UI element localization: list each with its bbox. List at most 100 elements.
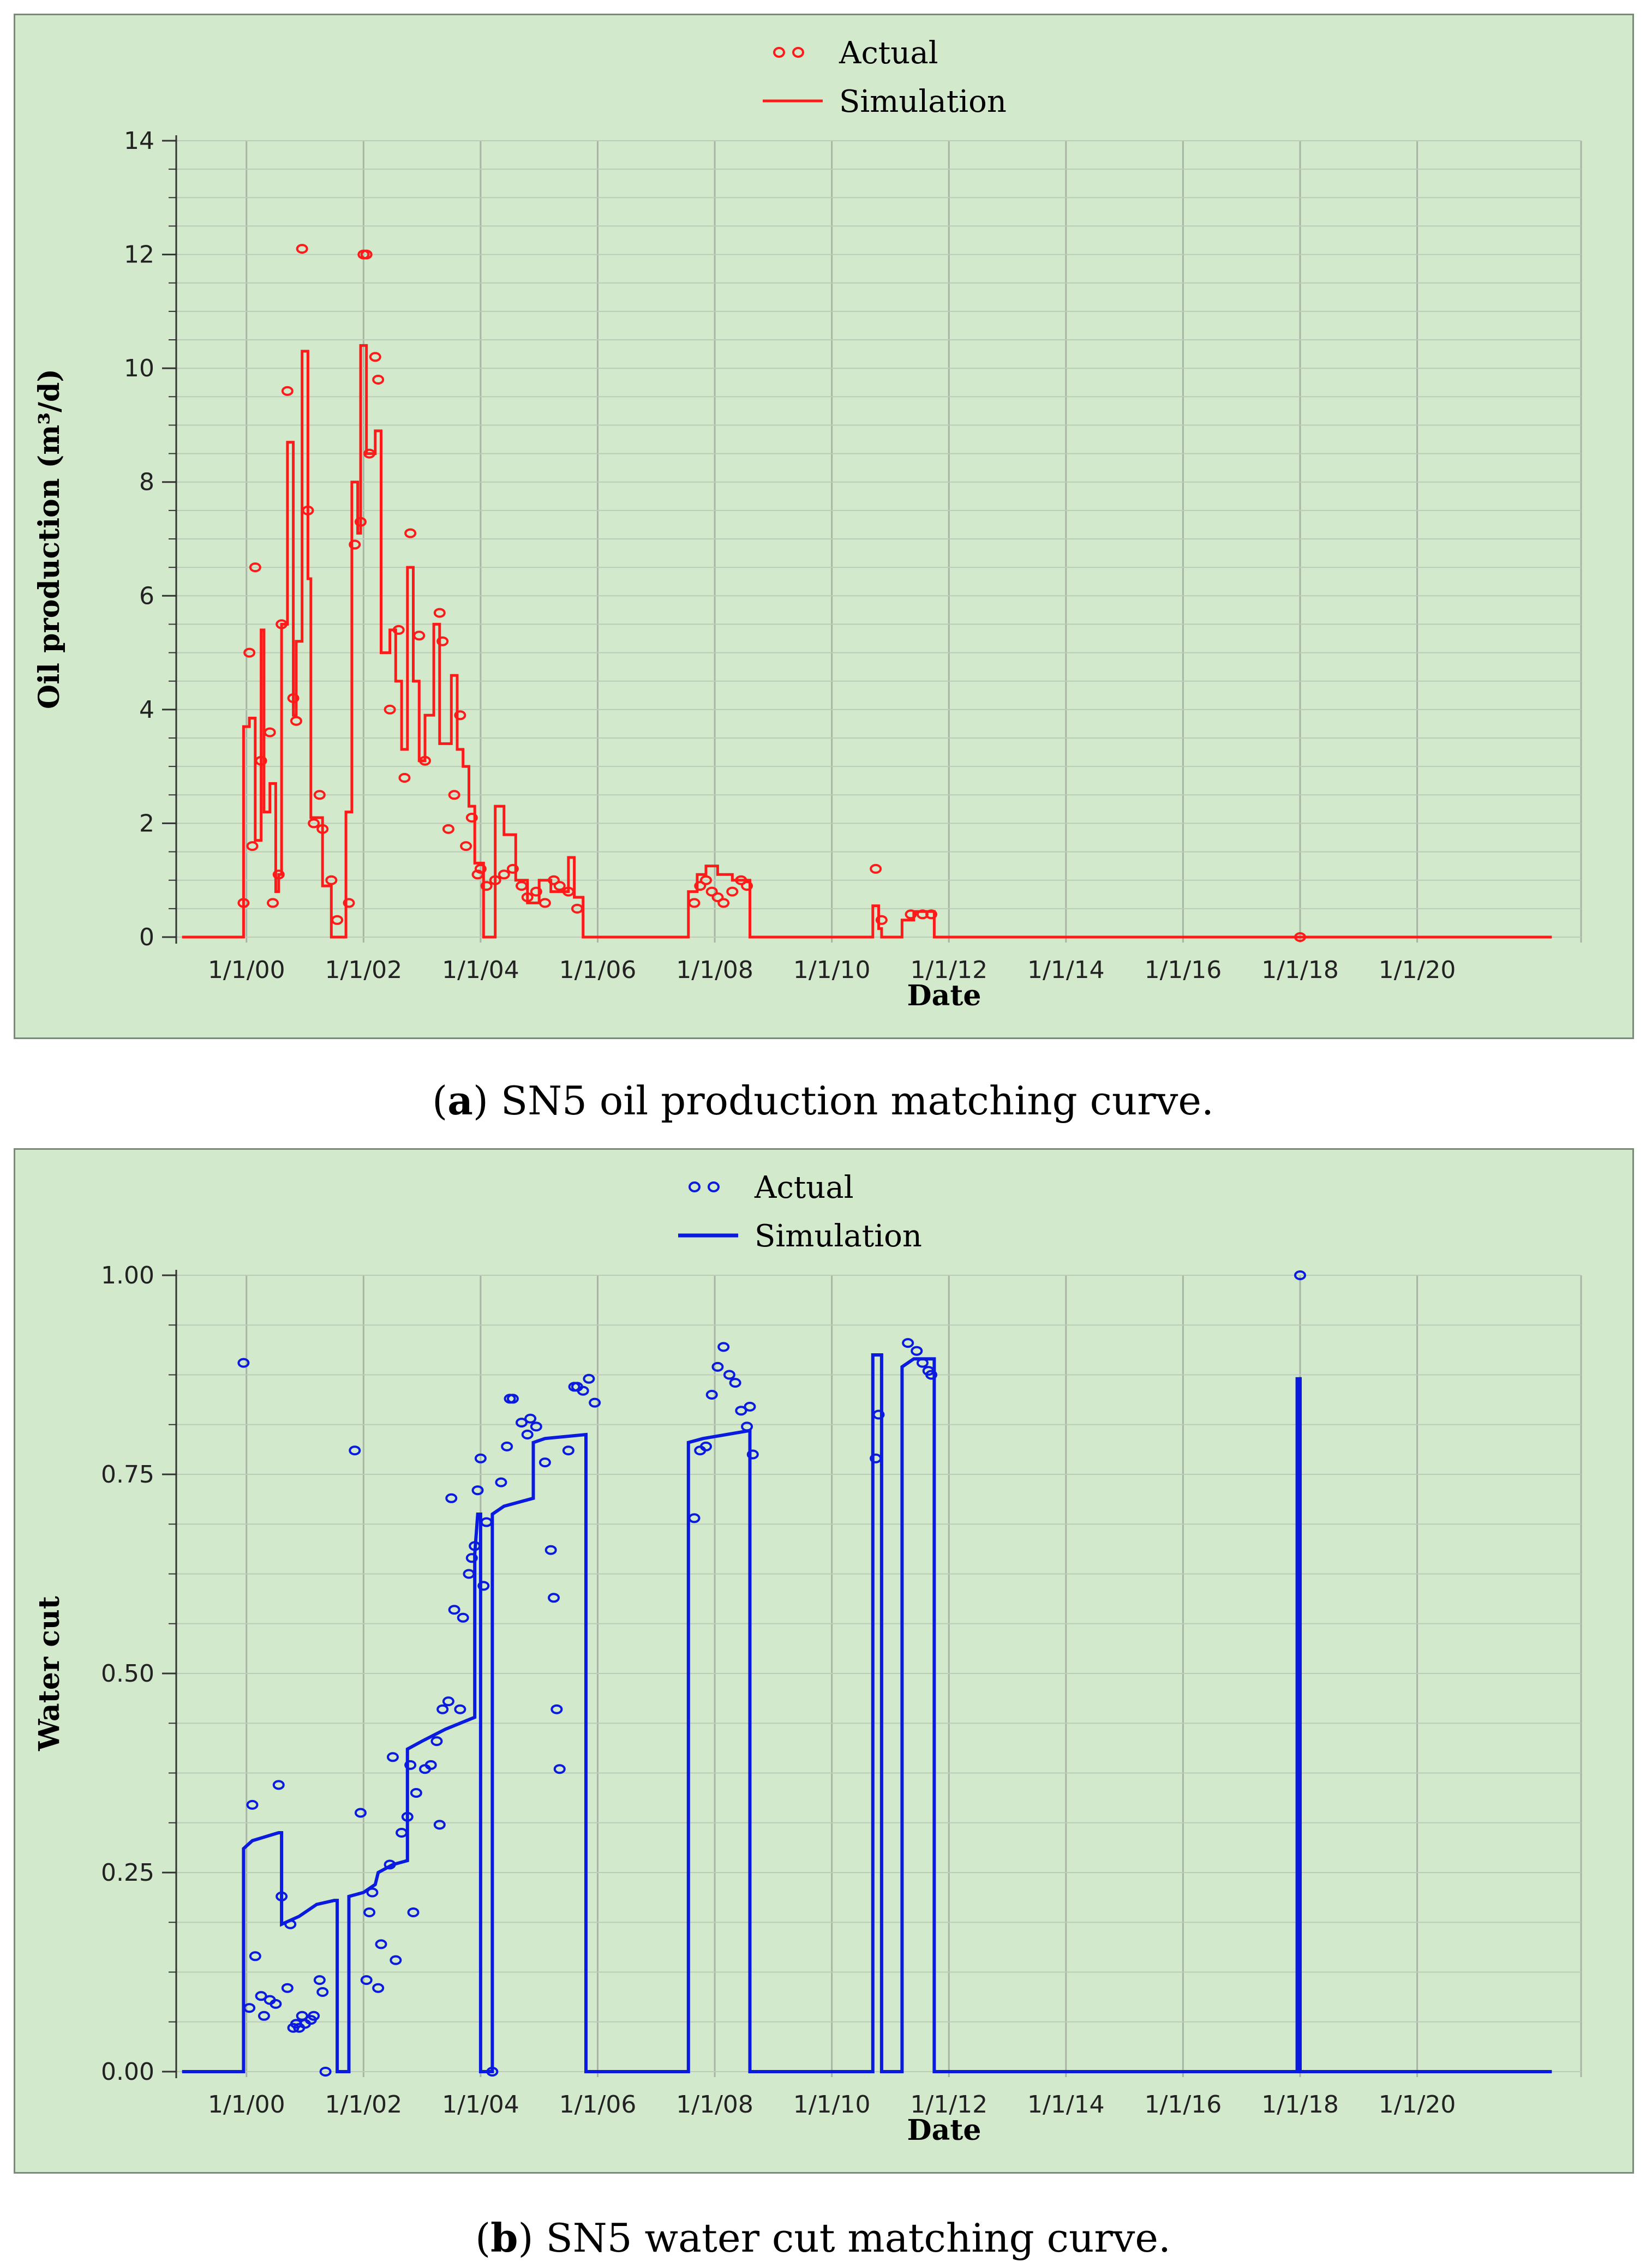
actual-data-point (392, 625, 405, 635)
actual-data-point (699, 1441, 712, 1451)
actual-data-point (746, 1449, 759, 1460)
actual-data-point (384, 1859, 396, 1870)
actual-data-point (272, 869, 285, 880)
caption-oil-text: SN5 oil production matching curve. (500, 1078, 1214, 1124)
x-axis-title: Date (907, 979, 981, 1012)
actual-data-point (410, 1788, 422, 1798)
actual-data-point (246, 1799, 259, 1810)
actual-data-point (369, 352, 381, 362)
actual-data-point (553, 1764, 566, 1774)
actual-data-point (316, 824, 329, 834)
actual-data-point (255, 755, 267, 766)
legend-actual-marker (708, 1181, 720, 1192)
y-tick-label: 4 (139, 696, 154, 724)
actual-data-point (384, 704, 396, 715)
actual-data-point (396, 1828, 408, 1838)
actual-data-point (875, 915, 888, 925)
simulation-series-line (182, 1353, 1552, 2073)
x-tick-label: 1/1/20 (1379, 956, 1456, 984)
actual-data-point (583, 1373, 595, 1384)
actual-data-point (372, 1983, 385, 1993)
actual-data-point (530, 886, 542, 897)
x-tick-label: 1/1/06 (559, 2091, 637, 2119)
actual-data-point (705, 1390, 718, 1400)
actual-data-point (925, 909, 938, 920)
actual-data-point (465, 1553, 478, 1563)
x-tick-label: 1/1/16 (1145, 956, 1222, 984)
x-tick-label: 1/1/14 (1027, 956, 1105, 984)
actual-data-point (442, 824, 454, 834)
caption-oil-label: a (447, 1077, 473, 1124)
actual-data-point (548, 1593, 560, 1603)
y-axis-title: Oil production (m³/d) (33, 369, 66, 709)
legend-simulation-label: Simulation (839, 84, 1007, 119)
y-tick-label: 0.50 (101, 1660, 154, 1688)
actual-data-point (688, 1513, 701, 1523)
x-tick-label: 1/1/04 (442, 2091, 519, 2119)
actual-data-point (486, 2067, 499, 2077)
actual-data-point (562, 1445, 574, 1456)
actual-data-point (281, 386, 294, 396)
actual-data-point (281, 1983, 294, 1993)
actual-data-point (711, 892, 724, 902)
actual-data-point (433, 1820, 446, 1830)
actual-data-point (454, 710, 466, 721)
actual-data-point (489, 875, 501, 885)
y-tick-label: 0.00 (101, 2058, 154, 2086)
actual-data-point (577, 1385, 589, 1396)
x-tick-label: 1/1/10 (793, 956, 871, 984)
y-tick-label: 6 (139, 582, 154, 610)
actual-data-point (460, 841, 472, 851)
actual-data-point (372, 375, 385, 385)
actual-data-point (723, 1370, 735, 1380)
actual-data-point (538, 898, 551, 908)
x-tick-label: 1/1/08 (676, 956, 753, 984)
actual-data-point (694, 881, 707, 891)
actual-data-point (550, 1704, 563, 1714)
actual-data-point (302, 505, 314, 515)
actual-data-point (562, 886, 574, 897)
actual-data-point (276, 619, 288, 629)
caption-water-cut-label: b (490, 2215, 518, 2261)
legend-actual-marker (773, 47, 785, 58)
x-tick-label: 1/1/18 (1261, 956, 1339, 984)
actual-data-point (495, 1477, 507, 1487)
x-tick-label: 1/1/12 (910, 2091, 987, 2119)
actual-data-point (331, 915, 344, 925)
actual-data-point (375, 1939, 387, 1949)
actual-data-point (501, 1441, 513, 1451)
actual-data-point (319, 2067, 332, 2077)
actual-data-point (905, 909, 917, 920)
x-axis: 1/1/00 1/1/02 1/1/04 1/1/06 1/1/08 1/1/10 1/1/… (208, 956, 1456, 984)
actual-data-point (530, 1421, 542, 1432)
x-tick-label: 1/1/12 (910, 956, 987, 984)
x-tick-label: 1/1/16 (1145, 2091, 1222, 2119)
actual-data-point (313, 1975, 326, 1985)
actual-data-point (401, 1811, 414, 1822)
actual-data-point (313, 790, 326, 800)
actual-data-point (270, 1999, 282, 2009)
actual-data-point (436, 636, 449, 646)
x-tick-label: 1/1/06 (559, 956, 637, 984)
caption-water-cut: (b) SN5 water cut matching curve. (475, 2215, 1171, 2261)
actual-data-point (726, 886, 739, 897)
x-tick-label: 1/1/08 (676, 2091, 753, 2119)
actual-data-point (366, 1887, 379, 1898)
actual-data-point (741, 1421, 753, 1432)
actual-data-point (498, 869, 510, 880)
actual-data-point (705, 886, 718, 897)
legend-simulation-label: Simulation (755, 1219, 922, 1254)
water-cut-chart: 0.000.250.500.751.001/1/00 1/1/02 1/1/04 1/… (33, 1170, 1582, 2147)
y-tick-label: 0 (139, 923, 154, 951)
y-tick-label: 2 (139, 809, 154, 837)
actual-data-point (471, 1485, 484, 1496)
actual-data-point (1294, 932, 1306, 942)
y-tick-label: 14 (124, 127, 154, 155)
actual-data-point (688, 898, 701, 908)
actual-data-point (538, 1457, 551, 1468)
y-axis: 0.00 0.25 0.50 0.75 1.00 (101, 1262, 177, 2086)
legend: Actual Simulation (678, 1170, 922, 1254)
x-tick-label: 1/1/14 (1027, 2091, 1105, 2119)
chart-panel-oil: 0 2 4 6 8 10 12 14 1/1/00 1/1/02 1/1/04 1/1/06 1/1/0… (14, 14, 1634, 1039)
actual-data-point (735, 1406, 747, 1416)
